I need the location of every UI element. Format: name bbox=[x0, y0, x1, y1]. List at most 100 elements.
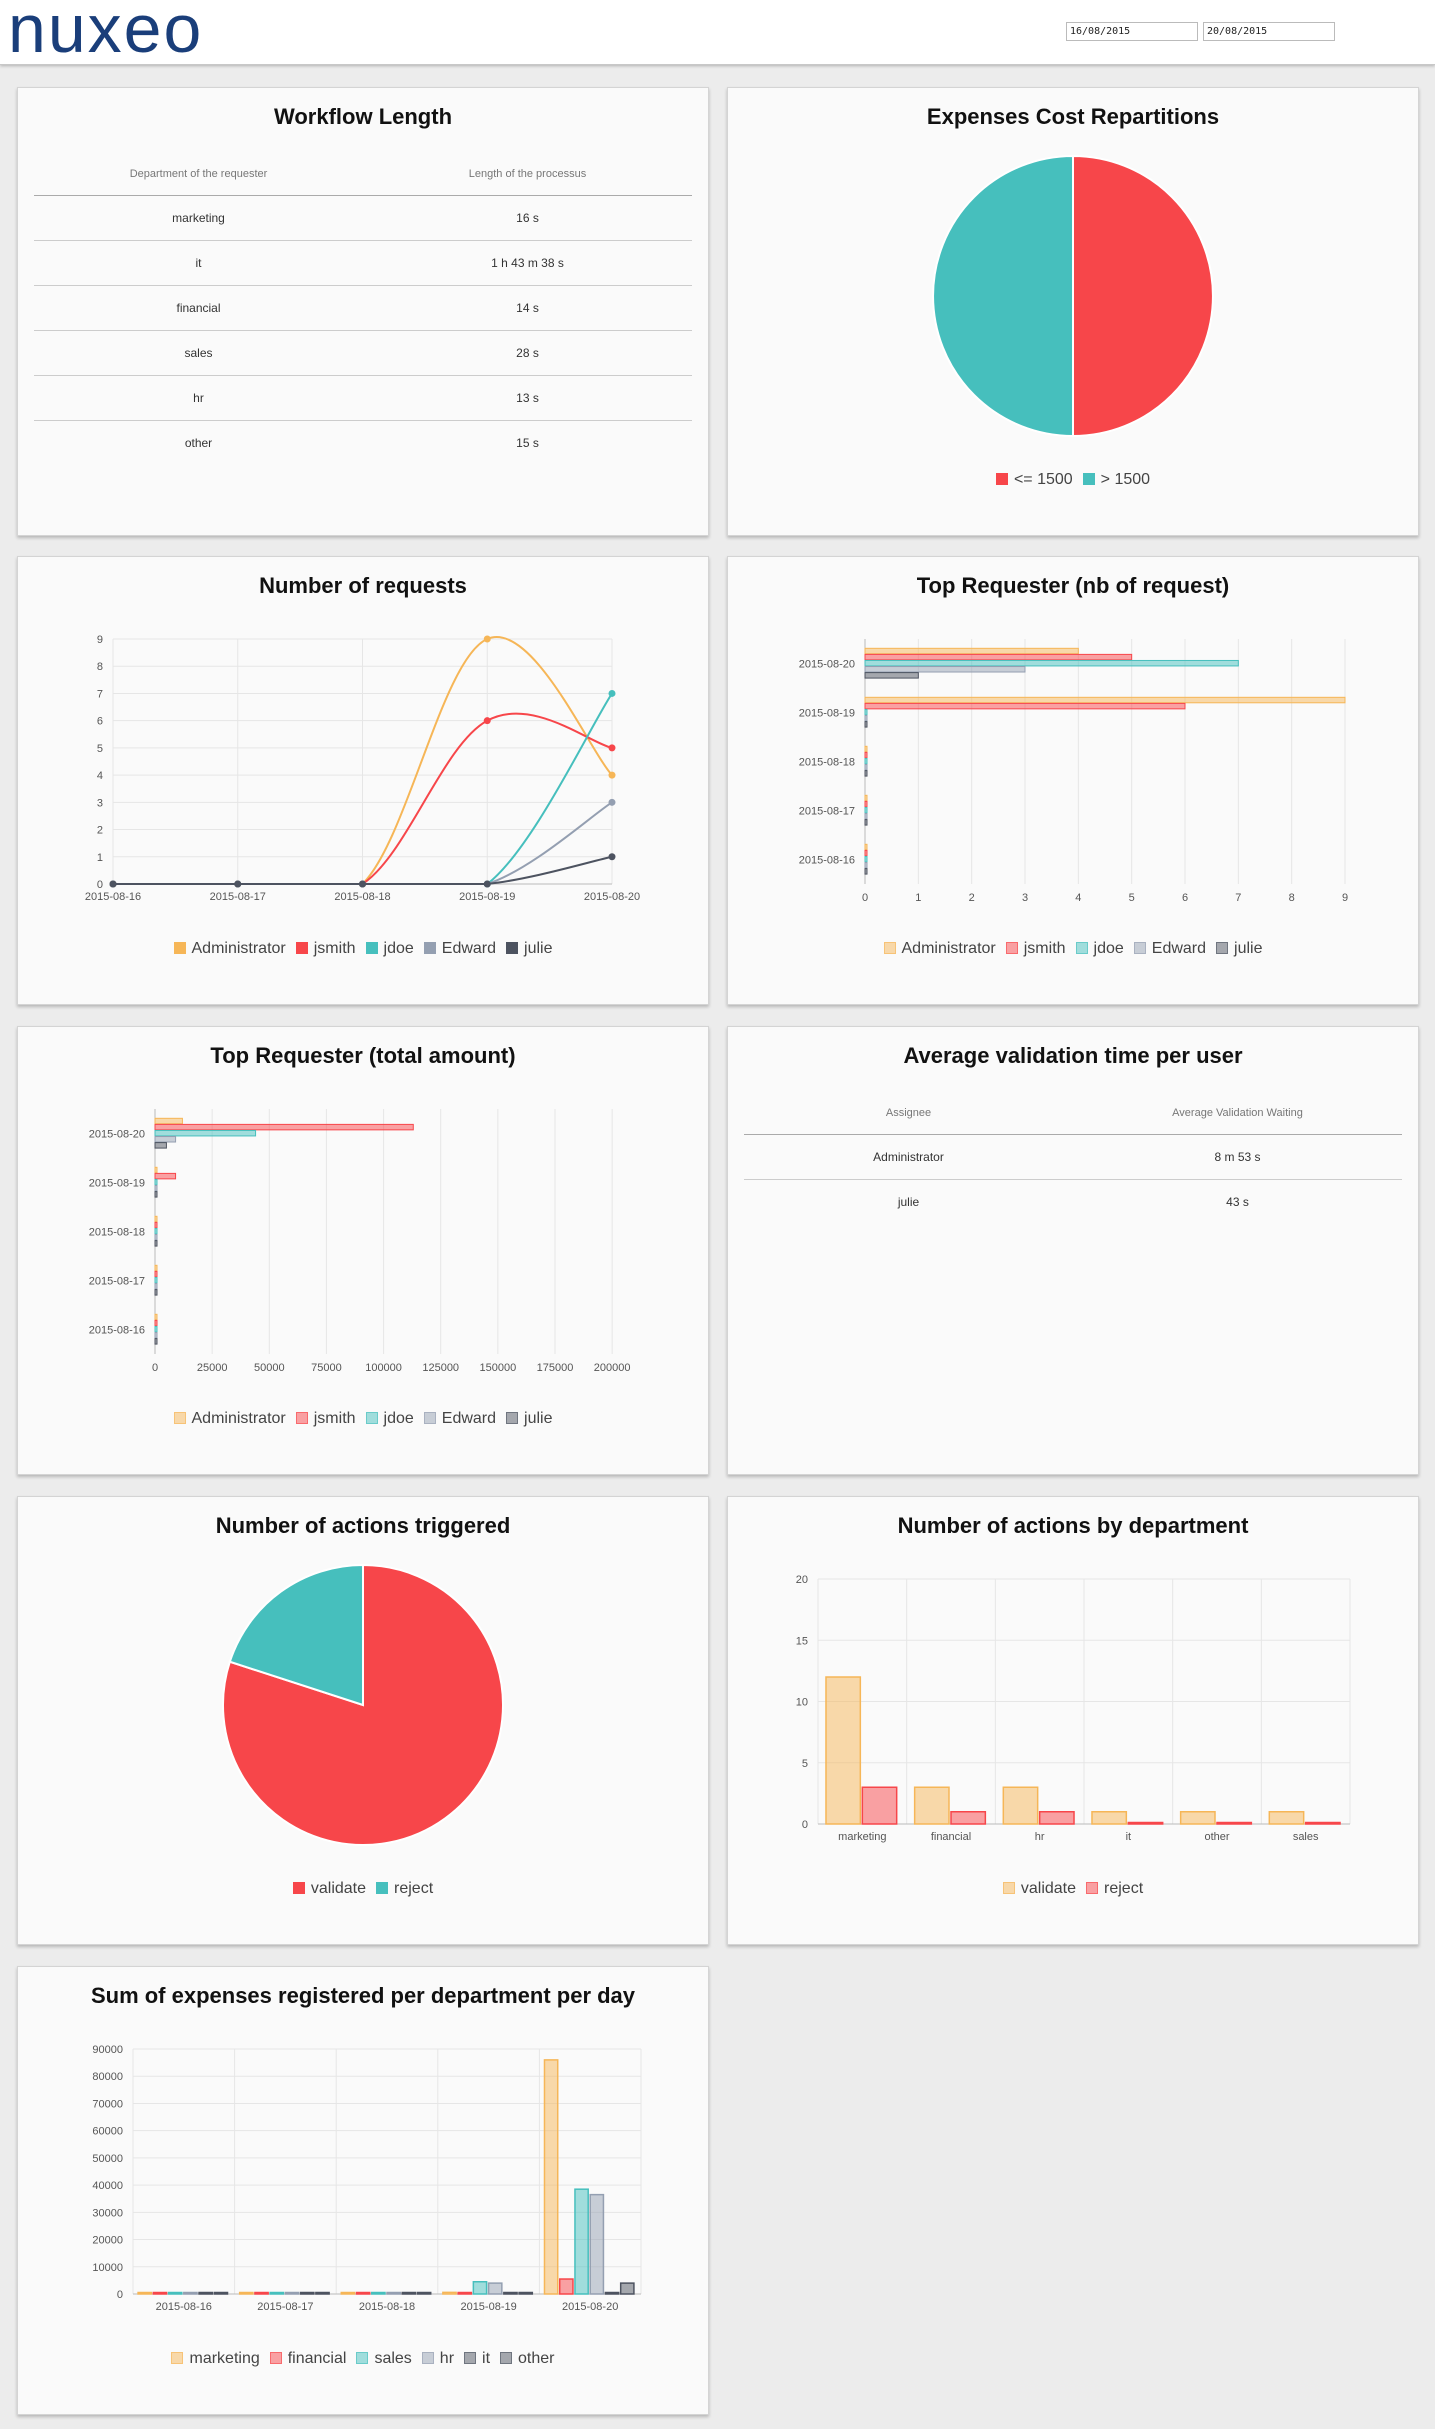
column-header: Department of the requester bbox=[34, 153, 363, 196]
nb-requests-legend: Administrator jsmith jdoe Edward julie bbox=[18, 940, 708, 958]
length-cell: 13 s bbox=[363, 375, 692, 421]
data-point bbox=[483, 635, 491, 643]
legend-label: Edward bbox=[441, 1410, 497, 1427]
legend-item[interactable]: hr bbox=[421, 2350, 454, 2368]
x-tick-label: 50000 bbox=[254, 1362, 285, 1374]
legend-item[interactable]: sales bbox=[356, 2350, 412, 2368]
x-tick-label: 2015-08-17 bbox=[210, 891, 266, 903]
legend-swatch bbox=[1216, 942, 1229, 954]
x-tick-label: 2 bbox=[969, 892, 975, 904]
data-point bbox=[483, 880, 491, 888]
legend-item[interactable]: reject bbox=[1086, 1880, 1143, 1898]
actions-triggered-card: Number of actions triggered validate reje… bbox=[17, 1496, 709, 1945]
legend-item[interactable]: Administrator bbox=[173, 1410, 286, 1428]
bar bbox=[1268, 1811, 1305, 1825]
bar bbox=[619, 2282, 635, 2295]
legend-swatch bbox=[1086, 1882, 1099, 1894]
legend-item[interactable]: financial bbox=[269, 2350, 346, 2368]
bar bbox=[861, 1786, 898, 1825]
legend-label: jsmith bbox=[1023, 940, 1066, 957]
bar bbox=[154, 1338, 158, 1345]
legend-item[interactable]: julie bbox=[1216, 940, 1263, 958]
expenses-per-dept-chart: 0 10000 20000 30000 40000 50000 60000 70000 8000… bbox=[92, 2044, 642, 2313]
bar bbox=[154, 1185, 158, 1192]
y-tick-label: 2015-08-20 bbox=[799, 659, 855, 671]
legend-item[interactable]: validate bbox=[1002, 1880, 1076, 1898]
date-to-input[interactable]: 20/08/2015 bbox=[1203, 22, 1335, 41]
y-tick-label: 2 bbox=[97, 825, 103, 837]
x-tick-label: 150000 bbox=[479, 1362, 516, 1374]
assignee-cell: Administrator bbox=[744, 1134, 1073, 1180]
data-point bbox=[608, 771, 616, 779]
y-tick-label: 2015-08-17 bbox=[799, 806, 855, 818]
bar bbox=[864, 666, 1026, 673]
legend-swatch bbox=[423, 1412, 436, 1424]
legend-swatch bbox=[295, 1412, 308, 1424]
x-tick-label: sales bbox=[1293, 1831, 1319, 1843]
legend-item[interactable]: jsmith bbox=[1005, 940, 1066, 958]
legend-item[interactable]: jdoe bbox=[1075, 940, 1124, 958]
y-tick-label: 10 bbox=[796, 1697, 808, 1709]
legend-item[interactable]: julie bbox=[506, 1410, 553, 1428]
expenses-cost-card: Expenses Cost Repartitions <= 1500 > 1500 bbox=[727, 87, 1419, 536]
legend-item[interactable]: <= 1500 bbox=[995, 471, 1073, 489]
legend-item[interactable]: marketing bbox=[171, 2350, 260, 2368]
bar bbox=[183, 2291, 198, 2295]
legend-item[interactable]: Administrator bbox=[173, 940, 286, 958]
legend-item[interactable]: > 1500 bbox=[1082, 471, 1150, 489]
legend-swatch bbox=[506, 1412, 519, 1424]
legend-swatch bbox=[356, 2352, 369, 2364]
legend-item[interactable]: Edward bbox=[423, 1410, 497, 1428]
legend-item[interactable]: it bbox=[464, 2350, 490, 2368]
nuxeo-logo[interactable]: nuxeo bbox=[6, 0, 366, 62]
nb-requests-card: Number of requests 0 1 2 3 4 5 6 7 8 9 2015-08-16 2… bbox=[17, 556, 709, 1005]
legend-item[interactable]: other bbox=[500, 2350, 555, 2368]
bar bbox=[864, 806, 868, 814]
bar bbox=[864, 745, 868, 753]
top-requester-nb-chart: 0 1 2 3 4 5 6 7 8 9 2015-08-20 2015-08-19 2015-08-18… bbox=[799, 639, 1348, 904]
bar bbox=[864, 672, 919, 679]
y-tick-label: 0 bbox=[802, 1819, 808, 1831]
legend-item[interactable]: jdoe bbox=[365, 940, 414, 958]
top-requester-amount-title: Top Requester (total amount) bbox=[210, 1043, 516, 1068]
bar bbox=[1091, 1811, 1128, 1825]
legend-swatch bbox=[365, 942, 378, 954]
bar bbox=[355, 2291, 371, 2295]
top-requester-amount-legend: Administrator jsmith jdoe Edward julie bbox=[18, 1410, 708, 1428]
legend-item[interactable]: validate bbox=[292, 1880, 366, 1898]
length-cell: 15 s bbox=[516, 436, 539, 450]
bar bbox=[558, 2278, 574, 2295]
legend-label: <= 1500 bbox=[1013, 471, 1073, 488]
y-tick-label: 70000 bbox=[92, 2098, 123, 2110]
legend-label: other bbox=[518, 2350, 555, 2367]
x-tick-label: 2015-08-19 bbox=[459, 891, 515, 903]
bar bbox=[416, 2291, 432, 2295]
bar bbox=[167, 2291, 183, 2295]
legend-item[interactable]: reject bbox=[376, 1880, 433, 1898]
y-tick-label: 50000 bbox=[92, 2153, 123, 2165]
bar bbox=[864, 843, 868, 851]
x-tick-label: 2015-08-16 bbox=[156, 2301, 212, 2313]
department-cell: sales bbox=[34, 330, 363, 376]
legend-item[interactable]: Administrator bbox=[883, 940, 996, 958]
bar bbox=[864, 764, 868, 771]
bar bbox=[604, 2291, 620, 2295]
legend-item[interactable]: julie bbox=[506, 940, 553, 958]
legend-item[interactable]: jsmith bbox=[295, 940, 356, 958]
table-row: marketing 16 s bbox=[34, 195, 692, 241]
legend-label: julie bbox=[524, 940, 553, 957]
bar bbox=[864, 794, 868, 802]
legend-item[interactable]: jdoe bbox=[365, 1410, 414, 1428]
legend-swatch bbox=[1002, 1882, 1015, 1894]
bar bbox=[442, 2291, 457, 2295]
bar bbox=[1304, 1821, 1341, 1825]
legend-item[interactable]: jsmith bbox=[295, 1410, 356, 1428]
bar bbox=[401, 2291, 417, 2295]
legend-item[interactable]: Edward bbox=[423, 940, 496, 958]
bar bbox=[864, 770, 868, 777]
bar bbox=[154, 1240, 158, 1247]
y-tick-label: 1 bbox=[97, 852, 103, 864]
date-from-input[interactable]: 16/08/2015 bbox=[1066, 22, 1198, 41]
legend-item[interactable]: Edward bbox=[1133, 940, 1206, 958]
avg-validation-card: Average validation time per user Assigne… bbox=[727, 1026, 1419, 1475]
